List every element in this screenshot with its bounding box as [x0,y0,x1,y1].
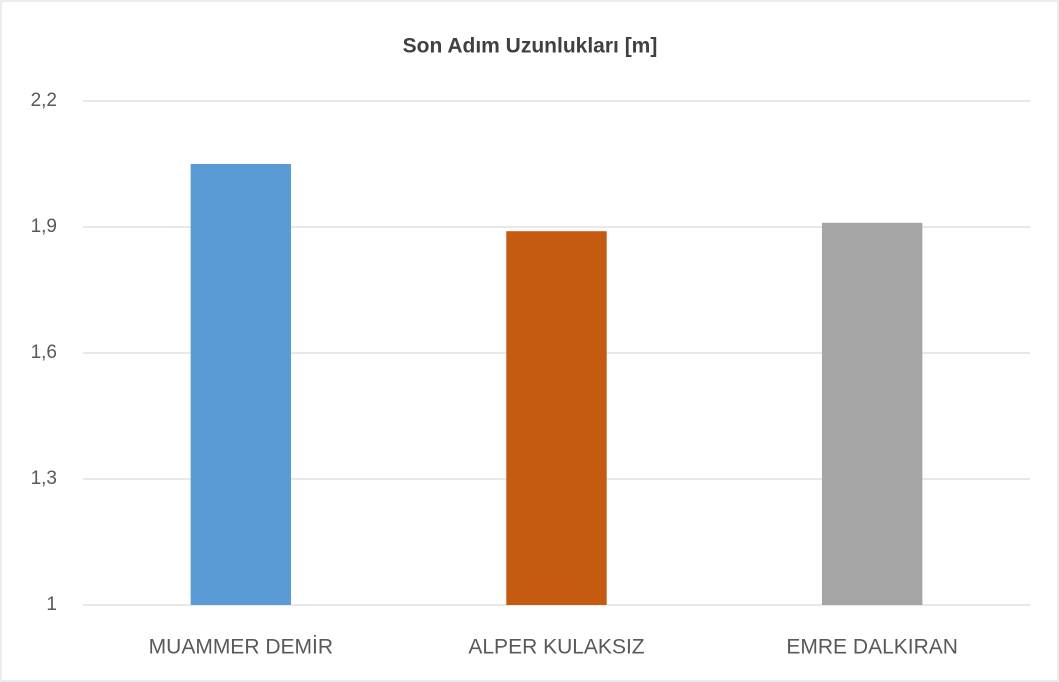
y-tick-label: 1 [46,594,57,615]
y-tick-label: 2,2 [31,90,57,111]
x-tick-label: MUAMMER DEMİR [149,636,333,659]
bar [190,164,292,605]
x-tick-label: EMRE DALKIRAN [786,636,958,659]
y-tick-label: 1,3 [31,468,57,489]
y-tick-label: 1,9 [31,216,57,237]
chart-title: Son Adım Uzunlukları [m] [403,35,658,58]
x-tick-label: ALPER KULAKSIZ [468,636,644,659]
bar [506,231,607,605]
y-tick-label: 1,6 [31,342,57,363]
bar [821,222,923,606]
